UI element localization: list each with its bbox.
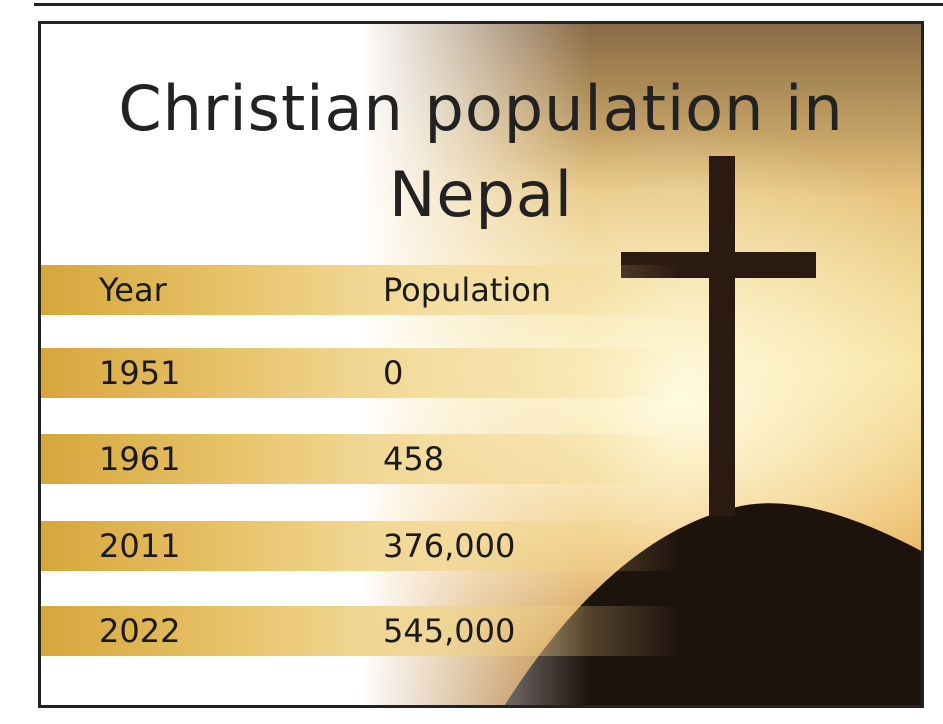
column-header: Population — [383, 271, 552, 309]
population-cell: 545,000 — [383, 612, 516, 650]
year-cell: 2022 — [99, 612, 181, 650]
header-row: Year Population — [41, 265, 681, 315]
top-rule — [34, 3, 943, 6]
table-row: 1961 458 — [41, 434, 681, 484]
population-cell: 376,000 — [383, 527, 516, 565]
year-cell: 2011 — [99, 527, 181, 565]
infographic: Christian population in Nepal Year Popul… — [38, 21, 924, 708]
population-cell: 0 — [383, 354, 404, 392]
table-row: 2022 545,000 — [41, 606, 681, 656]
year-cell: 1951 — [99, 354, 181, 392]
table-row: 1951 0 — [41, 348, 681, 398]
year-cell: 1961 — [99, 440, 181, 478]
column-header: Year — [99, 271, 167, 309]
title: Christian population in Nepal — [118, 72, 844, 231]
table-row: 2011 376,000 — [41, 521, 681, 571]
population-cell: 458 — [383, 440, 445, 478]
